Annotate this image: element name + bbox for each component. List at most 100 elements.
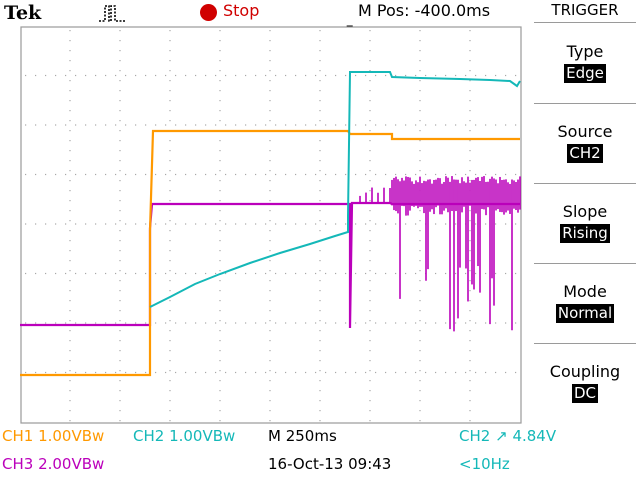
grid-dot [169, 370, 171, 372]
horizontal-position-readout: M Pos: -400.0ms [358, 1, 491, 20]
rising-edge-icon: ↗ [495, 427, 508, 445]
grid-dot [235, 322, 237, 324]
grid-dot [269, 360, 271, 362]
grid-dot [319, 160, 321, 162]
grid-dot [419, 330, 421, 332]
grid-dot [495, 322, 497, 324]
grid-dot [75, 322, 77, 324]
grid-dot [425, 124, 427, 126]
grid-dot [265, 272, 267, 275]
grid-dot [145, 371, 147, 374]
grid-dot [435, 272, 437, 275]
grid-dot [69, 410, 71, 412]
grid-dot [25, 173, 27, 176]
grid-dot [135, 272, 137, 275]
grid-dot [119, 80, 121, 82]
grid-dot [469, 180, 471, 182]
waveform-display[interactable]: 3 1 [20, 26, 522, 424]
grid-dot [369, 220, 371, 222]
grid-dot [445, 371, 447, 374]
grid-dot [465, 322, 467, 324]
grid-dot [395, 272, 397, 275]
grid-dot [405, 74, 407, 77]
ch2-scale-readout[interactable]: CH2 1.00VBw [133, 427, 236, 445]
grid-dot [315, 124, 317, 126]
grid-dot [469, 130, 471, 132]
grid-dot [465, 173, 467, 176]
grid-dot [255, 223, 257, 225]
grid-dot [115, 173, 117, 176]
grid-dot [455, 74, 457, 77]
trigger-coupling-button[interactable]: Coupling DC [530, 362, 640, 403]
grid-dot [235, 124, 237, 126]
grid-dot [69, 330, 71, 332]
grid-dot [169, 400, 171, 402]
grid-dot [369, 240, 371, 242]
grid-dot [269, 70, 271, 72]
grid-dot [425, 173, 427, 176]
grid-dot [185, 74, 187, 77]
ch1-scale-readout[interactable]: CH1 1.00VBw [2, 427, 105, 445]
grid-dot [275, 322, 277, 324]
grid-dot [419, 350, 421, 352]
grid-dot [419, 390, 421, 392]
trigger-type-button[interactable]: Type Edge [530, 42, 640, 83]
grid-dot [445, 173, 447, 176]
grid-dot [85, 272, 87, 275]
grid-dot [335, 223, 337, 225]
grid-dot [269, 240, 271, 242]
grid-dot [355, 322, 357, 324]
grid-dot [219, 140, 221, 142]
grid-dot [405, 173, 407, 176]
grid-dot [405, 322, 407, 324]
bottom-status-bar: CH1 1.00VBw CH2 1.00VBw M 250ms CH2 ↗ 4.… [0, 424, 640, 480]
grid-dot [469, 70, 471, 72]
grid-dot [215, 272, 217, 275]
grid-dot [369, 210, 371, 212]
grid-dot [195, 272, 197, 275]
grid-dot [105, 371, 107, 374]
grid-dot [69, 170, 71, 172]
timebase-readout[interactable]: M 250ms [268, 427, 337, 445]
grid-dot [35, 223, 37, 225]
grid-dot [275, 124, 277, 126]
grid-dot [325, 272, 327, 275]
trigger-mode-button[interactable]: Mode Normal [530, 282, 640, 323]
grid-dot [75, 272, 77, 275]
grid-dot [35, 124, 37, 126]
trigger-source-label: Source [557, 122, 613, 141]
grid-dot [319, 400, 321, 402]
grid-dot [145, 272, 147, 275]
trigger-slope-button[interactable]: Slope Rising [530, 202, 640, 243]
run-state-label[interactable]: Stop [223, 1, 260, 20]
grid-dot [255, 371, 257, 374]
grid-dot [185, 223, 187, 225]
grid-dot [469, 100, 471, 102]
grid-dot [45, 124, 47, 126]
grid-dot [369, 170, 371, 172]
grid-dot [95, 272, 97, 275]
grid-dot [395, 223, 397, 225]
ch3-scale-readout[interactable]: CH3 2.00VBw [2, 455, 105, 473]
grid-dot [275, 272, 277, 275]
grid-dot [69, 200, 71, 202]
grid-dot [205, 74, 207, 77]
grid-dot [469, 360, 471, 362]
grid-dot [119, 320, 121, 322]
grid-dot [365, 272, 367, 275]
grid-dot [295, 371, 297, 374]
trigger-source-button[interactable]: Source CH2 [530, 122, 640, 163]
grid-dot [119, 270, 121, 272]
grid-dot [245, 173, 247, 176]
grid-dot [219, 120, 221, 122]
menu-divider [534, 343, 636, 344]
grid-dot [305, 74, 307, 77]
grid-dot [469, 110, 471, 112]
grid-dot [269, 90, 271, 92]
grid-dot [435, 74, 437, 77]
grid-dot [419, 370, 421, 372]
grid-dot [419, 90, 421, 92]
grid-dot [395, 124, 397, 126]
grid-dot [269, 370, 271, 372]
grid-dot [269, 270, 271, 272]
